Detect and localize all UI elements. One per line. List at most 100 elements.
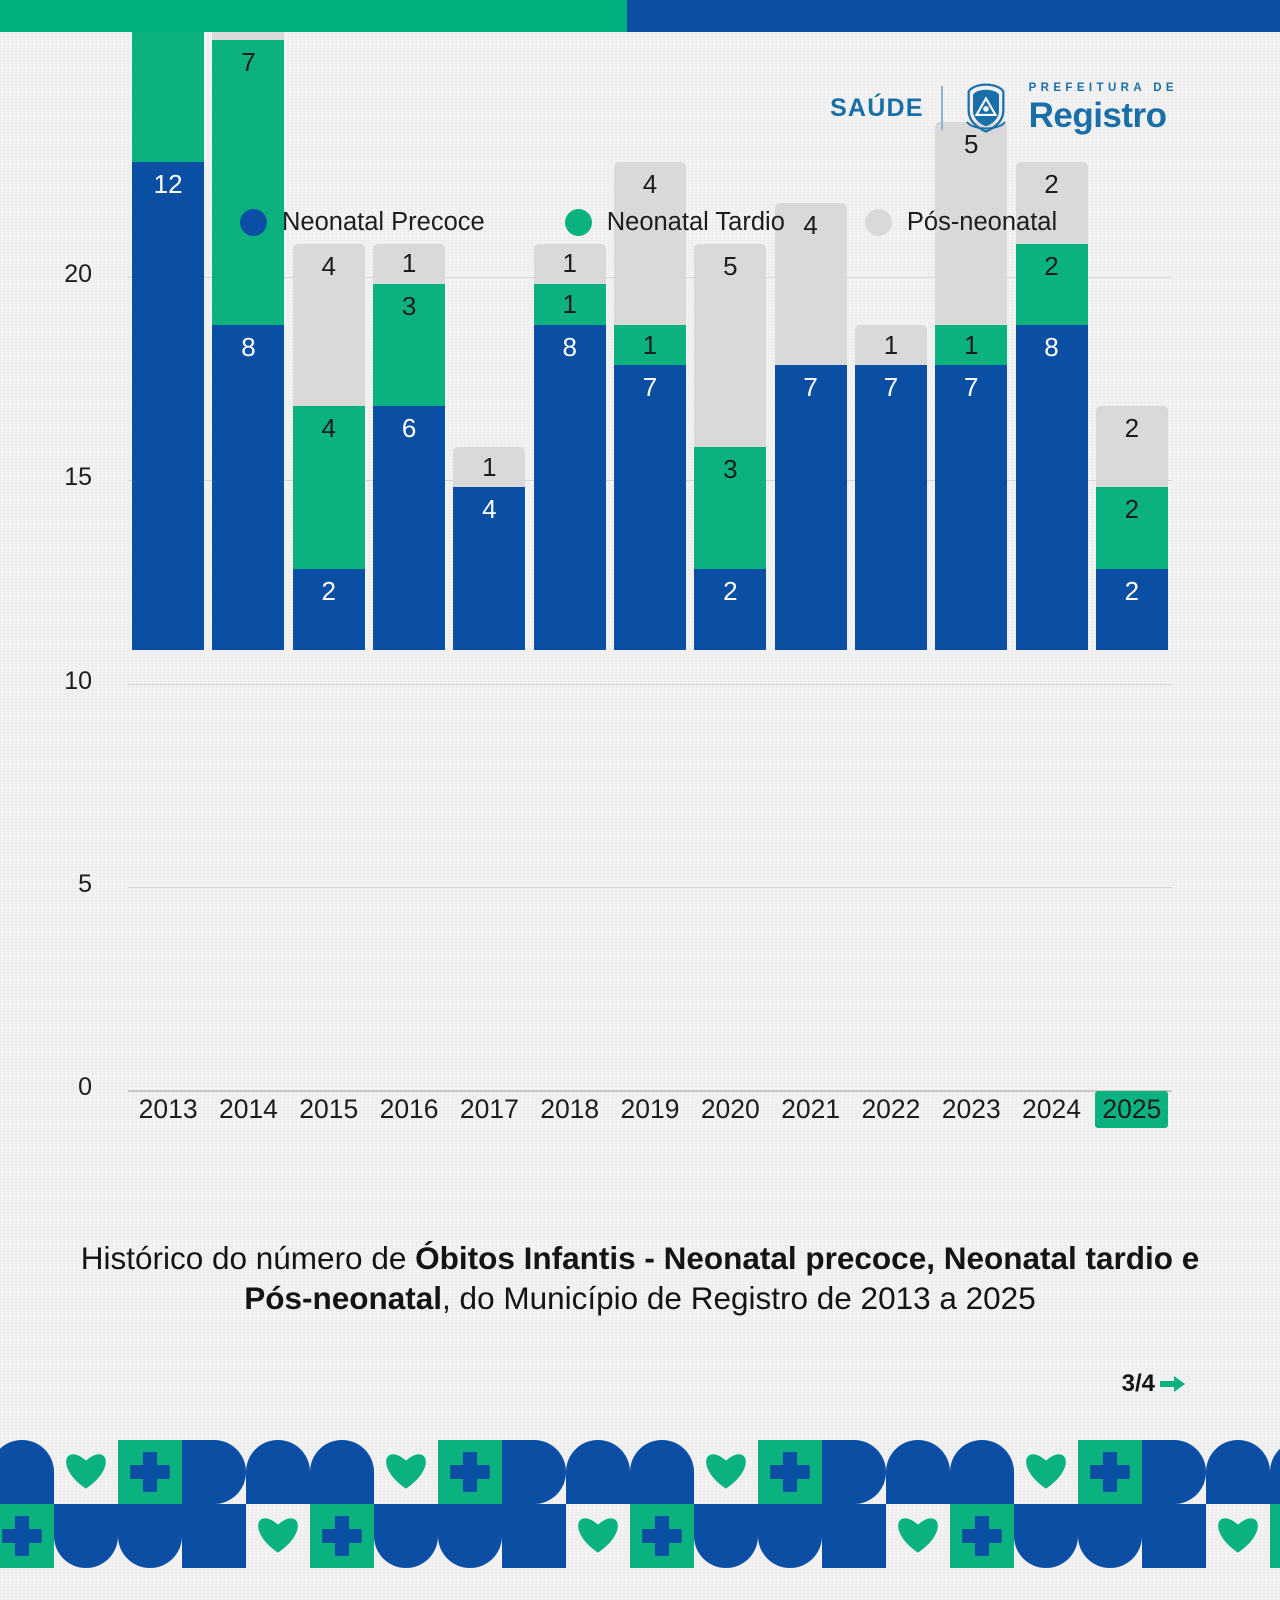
arrow-right-icon[interactable] (1160, 1375, 1186, 1393)
bar-segment-neonatal-precoce: 8 (533, 324, 606, 650)
pattern-cross-icon (1090, 1464, 1130, 1480)
bar-2015[interactable]: 4 4 2 (292, 243, 365, 650)
x-axis-label-2017[interactable]: 2017 (443, 1094, 535, 1125)
pattern-arch-shape (182, 1440, 246, 1504)
bar-2014[interactable]: 278 (212, 0, 285, 650)
bar-segment-pós-neonatal: 5 (694, 243, 767, 447)
legend-item-1[interactable]: Neonatal Precoce (240, 208, 485, 237)
bar-segment-neonatal-tardio: 3 (694, 446, 767, 569)
bar-2020[interactable]: 5 3 2 (694, 243, 767, 650)
bar-segment-neonatal-tardio: 2 (1015, 243, 1088, 325)
page-number-label: 3/4 (1121, 1370, 1155, 1397)
bar-value-label: 8 (241, 331, 256, 362)
x-axis-label-2021[interactable]: 2021 (765, 1094, 857, 1125)
bar-segment-neonatal-precoce: 8 (1015, 324, 1088, 650)
bar-value-label: 5 (723, 250, 738, 281)
bar-value-label: 2 (1124, 494, 1140, 525)
bar-2018[interactable]: 1 1 8 (533, 243, 606, 650)
pattern-arch-shape (438, 1504, 502, 1568)
city-label: Registro (1028, 95, 1167, 135)
bar-2016[interactable]: 1 3 6 (373, 243, 446, 650)
x-axis-label-2024[interactable]: 2024 (1006, 1094, 1098, 1125)
pattern-heart-icon (386, 1454, 426, 1489)
bar-value-label: 7 (241, 47, 256, 78)
pattern-heart-icon (578, 1518, 618, 1553)
x-axis-label-2016[interactable]: 2016 (363, 1094, 455, 1125)
pattern-cross-icon (962, 1528, 1002, 1544)
x-axis-label-2014[interactable]: 2014 (202, 1094, 294, 1125)
bar-value-label: 7 (642, 372, 658, 403)
legend-item-2[interactable]: Neonatal Tardio (564, 208, 785, 237)
x-axis-label-2013[interactable]: 2013 (122, 1094, 214, 1125)
pattern-block (1206, 1472, 1270, 1504)
legend-swatch-icon (564, 209, 592, 236)
x-axis-label-text: 2016 (379, 1094, 439, 1124)
pattern-arch-shape (822, 1440, 886, 1504)
bar-value-label: 1 (642, 329, 658, 360)
x-axis-line (128, 1090, 1172, 1092)
x-axis-label-text: 2021 (781, 1094, 841, 1124)
x-axis-label-2025[interactable]: 2025 (1086, 1091, 1178, 1128)
pattern-square-shape (182, 1504, 246, 1568)
pattern-arch-shape (374, 1504, 438, 1568)
bar-segment-pós-neonatal: 1 (854, 324, 927, 366)
prefeitura-label: PREFEITURA DE (1028, 82, 1178, 95)
x-axis-label-2015[interactable]: 2015 (283, 1094, 375, 1125)
x-axis-label-2018[interactable]: 2018 (524, 1094, 616, 1125)
caption-line1-plain: Histórico do número de (80, 1240, 416, 1276)
y-axis-tick-label: 5 (78, 869, 92, 898)
bar-segment-neonatal-precoce: 2 (694, 568, 767, 650)
pattern-arch-shape (1014, 1504, 1078, 1568)
pattern-heart-icon (258, 1518, 298, 1553)
pattern-heart-icon (66, 1454, 106, 1489)
top-bar-green-segment (0, 0, 628, 32)
bar-value-label: 7 (883, 372, 899, 403)
y-axis-tick-label: 15 (64, 463, 92, 492)
coat-of-arms-icon (965, 83, 1006, 133)
pattern-arch-shape (758, 1504, 822, 1568)
pattern-square-shape (822, 1504, 886, 1568)
x-axis-label-2019[interactable]: 2019 (604, 1094, 696, 1125)
bar-value-label: 4 (321, 413, 336, 444)
pattern-block (310, 1472, 374, 1504)
bar-value-label: 2 (1124, 575, 1140, 606)
bar-segment-neonatal-tardio: 1 (935, 324, 1008, 366)
x-axis-label-2022[interactable]: 2022 (845, 1094, 937, 1125)
pattern-arch-shape (54, 1504, 118, 1568)
legend-swatch-icon (864, 209, 892, 236)
x-axis-label-text: 2015 (299, 1094, 359, 1124)
bar-value-label: 1 (482, 451, 497, 482)
pattern-block (950, 1472, 1014, 1504)
bar-segment-neonatal-precoce: 8 (212, 324, 285, 650)
bar-segment-neonatal-tardio: 1 (533, 284, 606, 325)
x-axis-label-text: 2014 (218, 1094, 278, 1124)
x-axis-label-text: 2024 (1022, 1094, 1081, 1124)
bar-value-label: 12 (153, 169, 183, 200)
x-axis-label-2020[interactable]: 2020 (684, 1094, 776, 1125)
bar-value-label: 3 (401, 291, 417, 322)
x-axis-label-text: 2018 (540, 1094, 600, 1124)
bar-segment-neonatal-precoce: 7 (614, 365, 686, 650)
pattern-block (1270, 1472, 1280, 1504)
pattern-arch-shape (502, 1440, 566, 1504)
bar-segment-pós-neonatal: 4 (614, 162, 686, 325)
top-bar-blue-segment (627, 0, 1280, 32)
bar-value-label: 7 (963, 372, 979, 403)
bar-segment-neonatal-precoce: 2 (292, 568, 365, 650)
bar-segment-neonatal-precoce: 7 (935, 365, 1008, 650)
gridline-5 (128, 886, 1172, 888)
x-axis-label-2023[interactable]: 2023 (925, 1094, 1017, 1125)
pattern-square-shape (502, 1504, 566, 1568)
page-indicator[interactable]: 3/4 (1122, 1370, 1186, 1398)
bar-2013[interactable]: 3412 (132, 0, 205, 650)
pattern-heart-icon (1218, 1518, 1258, 1553)
pattern-cross-icon (770, 1464, 810, 1480)
gridline-10 (128, 683, 1172, 685)
legend-label: Neonatal Precoce (282, 208, 485, 236)
bar-2025[interactable]: 2 2 2 (1095, 406, 1168, 650)
legend-item-3[interactable]: Pós-neonatal (864, 208, 1057, 237)
